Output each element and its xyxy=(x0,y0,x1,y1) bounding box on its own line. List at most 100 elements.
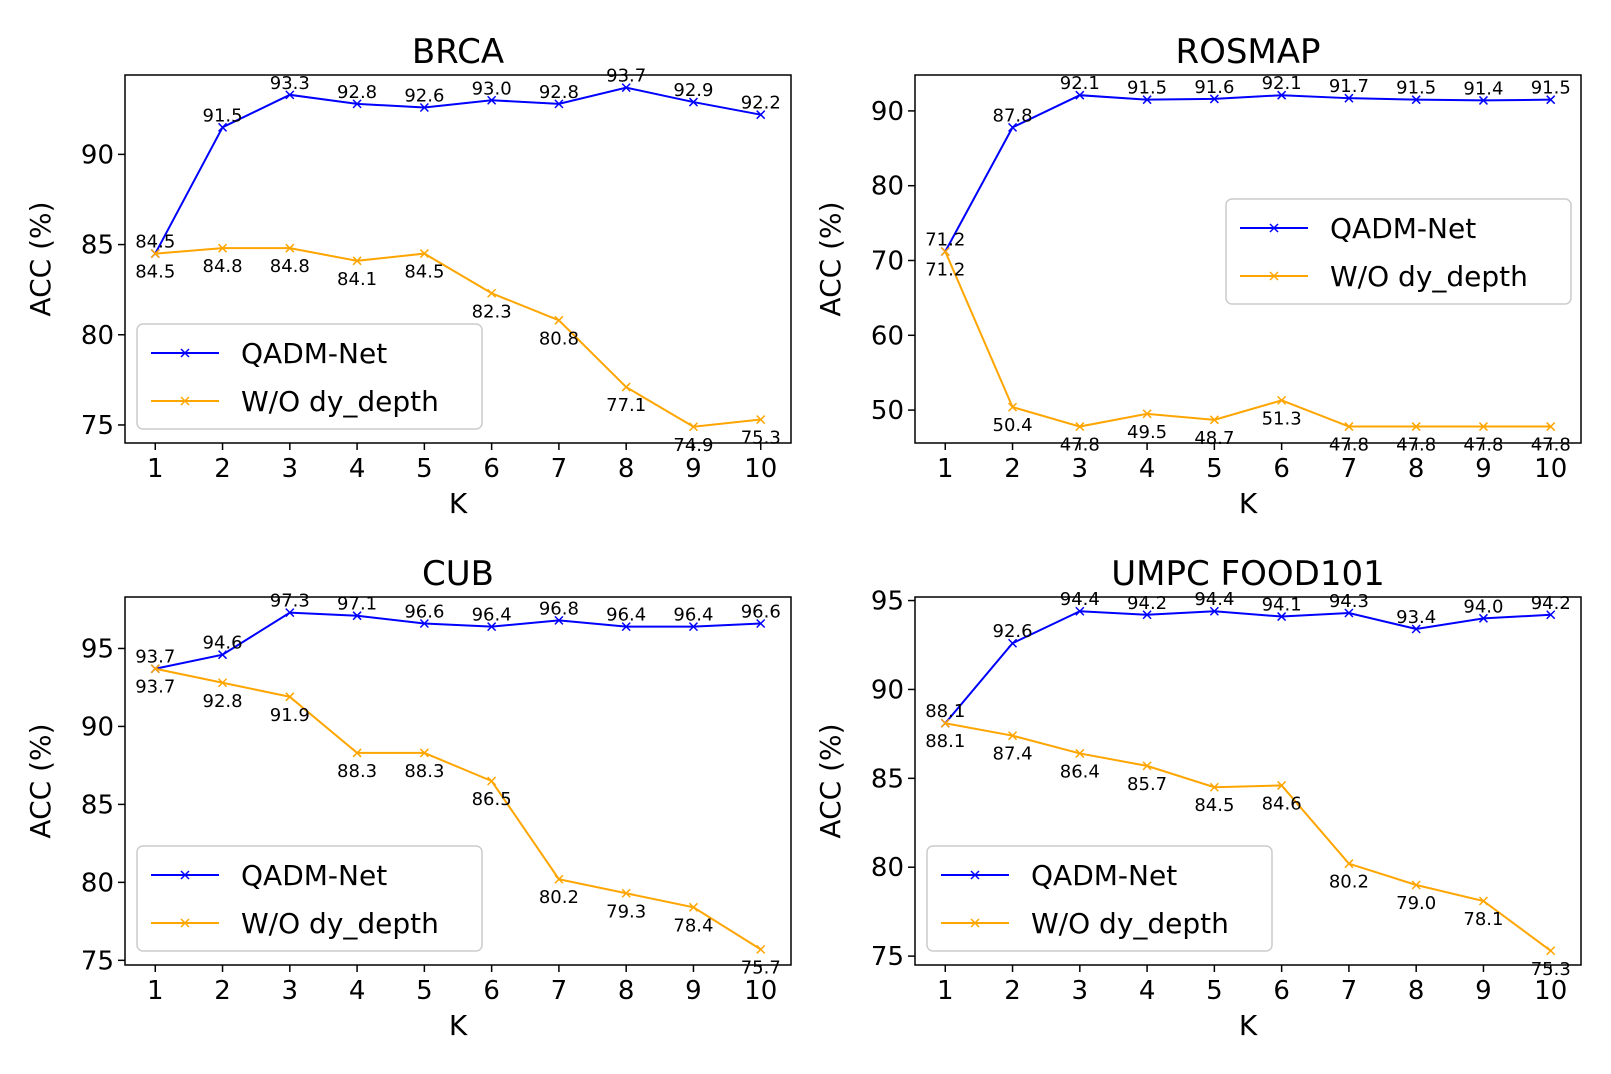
data-point-marker xyxy=(756,110,766,120)
y-axis-label: ACC (%) xyxy=(24,201,57,316)
y-tick-label: 75 xyxy=(871,942,904,972)
x-tick-label: 2 xyxy=(1004,976,1021,1006)
x-tick-label: 2 xyxy=(214,976,231,1006)
data-point-marker xyxy=(621,888,631,898)
x-tick-label: 5 xyxy=(416,976,433,1006)
chart-title: CUB xyxy=(422,554,494,594)
y-axis-label: ACC (%) xyxy=(814,201,847,316)
legend-label: W/O dy_depth xyxy=(1031,907,1229,940)
series-line-qadm-net xyxy=(154,86,761,255)
y-tick-label: 95 xyxy=(871,587,904,617)
data-label: 47.8 xyxy=(1396,435,1436,456)
x-tick-label: 5 xyxy=(1206,454,1223,484)
data-point-marker xyxy=(1478,613,1488,623)
data-label: 77.1 xyxy=(606,395,646,416)
x-tick-label: 10 xyxy=(744,454,777,484)
data-point-marker xyxy=(1277,395,1287,405)
data-label: 93.0 xyxy=(472,78,512,99)
data-label: 84.8 xyxy=(203,256,243,277)
data-label: 92.8 xyxy=(203,691,243,712)
data-label: 93.7 xyxy=(135,647,175,668)
y-axis-label: ACC (%) xyxy=(814,723,847,838)
data-point-marker xyxy=(1142,409,1152,419)
data-point-marker xyxy=(940,718,950,728)
x-tick-label: 4 xyxy=(349,976,366,1006)
plot-frame xyxy=(914,596,1582,966)
chart-panel-0: BRCA K ACC (%) 1 2 3 4 5 6 7 8 9 10 75 80 85 90 84.5 91.5 9… xyxy=(24,32,792,520)
legend-box xyxy=(136,323,483,430)
legend-label: QADM-Net xyxy=(241,859,387,892)
chart-panel-2: CUB K ACC (%) 1 2 3 4 5 6 7 8 9 10 75 80 85 90 95 93.7 94.6… xyxy=(24,554,792,1042)
x-tick-label: 6 xyxy=(1273,976,1290,1006)
data-point-marker xyxy=(1546,422,1556,432)
y-tick-label: 95 xyxy=(81,634,114,664)
data-label: 93.3 xyxy=(270,73,310,94)
data-label: 71.2 xyxy=(925,230,965,251)
x-tick-label: 1 xyxy=(147,976,164,1006)
x-tick-label: 3 xyxy=(282,454,299,484)
plot-frame xyxy=(914,74,1582,444)
series-line-qadm-net xyxy=(944,610,1551,724)
data-point-marker xyxy=(487,95,497,105)
data-label: 96.8 xyxy=(539,598,579,619)
data-point-marker xyxy=(419,102,429,113)
x-tick-label: 8 xyxy=(618,454,635,484)
data-label: 93.4 xyxy=(1396,607,1436,628)
data-point-marker xyxy=(1344,422,1354,432)
x-tick-label: 3 xyxy=(1072,976,1089,1006)
data-label: 80.2 xyxy=(1329,872,1369,893)
legend-marker xyxy=(1269,223,1279,233)
data-label: 91.6 xyxy=(1194,77,1234,98)
data-label: 87.8 xyxy=(993,105,1033,126)
data-point-marker xyxy=(285,692,295,702)
legend: QADM-Net W/O dy_depth xyxy=(926,845,1273,952)
data-label: 88.3 xyxy=(404,761,444,782)
x-tick-label: 10 xyxy=(1534,454,1567,484)
x-tick-label: 9 xyxy=(685,454,702,484)
data-label: 91.9 xyxy=(270,705,310,726)
data-label: 92.9 xyxy=(673,80,713,101)
data-point-marker xyxy=(756,618,766,629)
data-label: 82.3 xyxy=(472,301,512,322)
data-label: 78.4 xyxy=(673,915,713,936)
data-point-marker xyxy=(1411,95,1421,105)
data-label: 94.1 xyxy=(1262,595,1302,616)
data-point-marker xyxy=(688,97,698,107)
data-point-marker xyxy=(352,748,362,758)
data-point-marker xyxy=(1075,422,1085,432)
data-point-marker xyxy=(285,608,295,618)
legend-label: QADM-Net xyxy=(1330,212,1476,245)
data-point-marker xyxy=(1209,782,1219,792)
chart-title: ROSMAP xyxy=(1175,32,1320,72)
data-point-marker xyxy=(1546,95,1556,105)
data-point-marker xyxy=(218,650,228,660)
y-tick-label: 90 xyxy=(81,140,114,170)
y-tick-label: 85 xyxy=(871,764,904,794)
y-tick-label: 80 xyxy=(871,853,904,883)
data-point-marker xyxy=(621,382,631,392)
data-point-marker xyxy=(487,776,497,786)
data-point-marker xyxy=(621,622,631,632)
data-label: 94.2 xyxy=(1127,593,1167,614)
data-point-marker xyxy=(940,246,950,257)
plot-frame xyxy=(124,74,792,444)
data-label: 80.2 xyxy=(539,887,579,908)
data-label: 86.5 xyxy=(472,789,512,810)
y-axis-label: ACC (%) xyxy=(24,723,57,838)
data-point-marker xyxy=(1344,859,1354,869)
data-point-marker xyxy=(1142,95,1152,105)
data-point-marker xyxy=(554,615,564,625)
data-point-marker xyxy=(1075,748,1085,758)
x-axis-label: K xyxy=(1239,487,1258,520)
data-label: 97.3 xyxy=(270,591,310,612)
series-line-wo-dy-depth xyxy=(945,722,1552,952)
data-label: 92.1 xyxy=(1060,73,1100,94)
data-point-marker xyxy=(688,422,698,432)
data-label: 84.5 xyxy=(404,262,444,283)
data-point-marker xyxy=(1411,624,1421,634)
data-label: 75.3 xyxy=(741,428,781,449)
x-tick-label: 3 xyxy=(282,976,299,1006)
chart-title: BRCA xyxy=(412,32,504,72)
data-label: 47.8 xyxy=(1060,435,1100,456)
data-point-marker xyxy=(1411,422,1421,432)
